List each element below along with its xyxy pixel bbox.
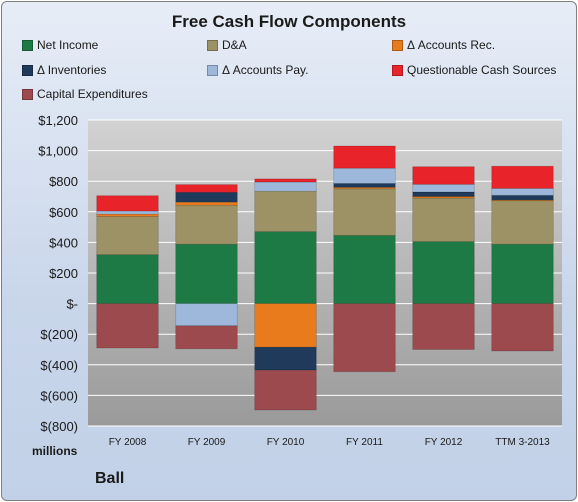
legend-label-inventories: Δ Inventories xyxy=(37,63,107,77)
bar-segment xyxy=(254,231,317,304)
legend-swatch-inventories xyxy=(22,64,33,76)
bar-segment xyxy=(96,303,159,349)
bar-segment xyxy=(412,183,475,193)
x-tick-label: FY 2008 xyxy=(109,437,147,448)
y-tick-label: $200 xyxy=(49,266,78,281)
legend-label-questionable-cash: Questionable Cash Sources xyxy=(407,63,557,77)
bar-segment xyxy=(491,303,554,352)
bar-segment xyxy=(254,303,317,348)
legend-item-net-income: Net Income xyxy=(22,38,98,52)
legend-label-da: D&A xyxy=(222,38,247,52)
bar-segment xyxy=(333,303,396,373)
bar-segment xyxy=(175,243,238,304)
bar-segment xyxy=(333,167,396,184)
y-axis-ticks: $1,200 $1,000 $800 $600 $400 $200 $- $(200) $(40… xyxy=(38,113,78,434)
bar-segment xyxy=(333,183,396,188)
y-tick-label: $1,200 xyxy=(38,113,78,128)
y-tick-label: $800 xyxy=(49,174,78,189)
legend-label-capex: Capital Expenditures xyxy=(37,87,148,101)
bar-segment xyxy=(96,254,159,305)
x-tick-label: TTM 3-2013 xyxy=(495,437,550,448)
legend-item-questionable-cash: Questionable Cash Sources xyxy=(392,63,556,77)
legend-item-accounts-pay: Δ Accounts Pay. xyxy=(207,63,309,77)
bar-segment xyxy=(491,187,554,196)
bar-segment xyxy=(175,303,238,327)
bar-segment xyxy=(175,201,238,206)
bar-segment xyxy=(491,194,554,201)
bar-segment xyxy=(175,325,238,350)
legend-swatch-da xyxy=(207,39,218,51)
x-tick-label: FY 2009 xyxy=(188,437,226,448)
legend-swatch-capex xyxy=(22,88,33,100)
bar-segment xyxy=(412,197,475,242)
bar-segment xyxy=(175,204,238,245)
y-tick-label: $1,000 xyxy=(38,144,78,159)
y-tick-label: $(400) xyxy=(40,358,78,373)
x-tick-label: FY 2010 xyxy=(267,437,305,448)
bar-segment xyxy=(254,178,317,183)
x-tick-label: FY 2011 xyxy=(346,437,383,448)
bar-segment xyxy=(333,145,396,169)
gridlines xyxy=(88,119,562,427)
y-tick-label: $400 xyxy=(49,235,78,250)
x-axis-ticks: FY 2008 FY 2009 FY 2010 FY 2011 FY 2012 TTM 3… xyxy=(109,437,550,448)
bar-segment xyxy=(96,195,159,212)
bar-segment xyxy=(333,188,396,236)
bar-segment xyxy=(412,241,475,305)
bar-segment xyxy=(254,346,317,371)
bar-segment xyxy=(412,191,475,197)
company-label: Ball xyxy=(95,470,125,487)
bar-segment xyxy=(333,235,396,304)
y-tick-label: $- xyxy=(66,297,78,312)
bar-segment xyxy=(175,184,238,193)
x-tick-label: FY 2012 xyxy=(425,437,463,448)
bar-segment xyxy=(96,210,159,215)
bar-segment xyxy=(254,369,317,411)
bar-segment xyxy=(491,243,554,304)
legend-item-capex: Capital Expenditures xyxy=(22,87,148,101)
legend-swatch-questionable-cash xyxy=(392,64,403,76)
units-label: millions xyxy=(32,444,78,458)
bar-segment xyxy=(254,190,317,233)
bar-segment xyxy=(412,303,475,350)
y-tick-label: $600 xyxy=(49,205,78,220)
bar-segment xyxy=(175,191,238,203)
legend-label-accounts-pay: Δ Accounts Pay. xyxy=(222,63,309,77)
legend-swatch-accounts-pay xyxy=(207,64,218,76)
chart-title: Free Cash Flow Components xyxy=(171,12,407,31)
legend-item-inventories: Δ Inventories xyxy=(22,63,106,77)
bar-segment xyxy=(491,165,554,189)
y-tick-label: $(600) xyxy=(40,388,78,403)
y-tick-label: $(800) xyxy=(40,419,78,434)
legend-label-net-income: Net Income xyxy=(37,38,99,52)
legend-item-da: D&A xyxy=(207,38,247,52)
legend-swatch-net-income xyxy=(22,39,33,51)
bars xyxy=(96,145,554,411)
bar-segment xyxy=(412,166,475,185)
bar-segment xyxy=(96,215,159,256)
y-tick-label: $(200) xyxy=(40,327,78,342)
bar-segment xyxy=(254,181,317,192)
legend-item-accounts-rec: Δ Accounts Rec. xyxy=(392,38,495,52)
legend-label-accounts-rec: Δ Accounts Rec. xyxy=(407,38,496,52)
bar-segment xyxy=(491,200,554,245)
legend-swatch-accounts-rec xyxy=(392,39,403,51)
